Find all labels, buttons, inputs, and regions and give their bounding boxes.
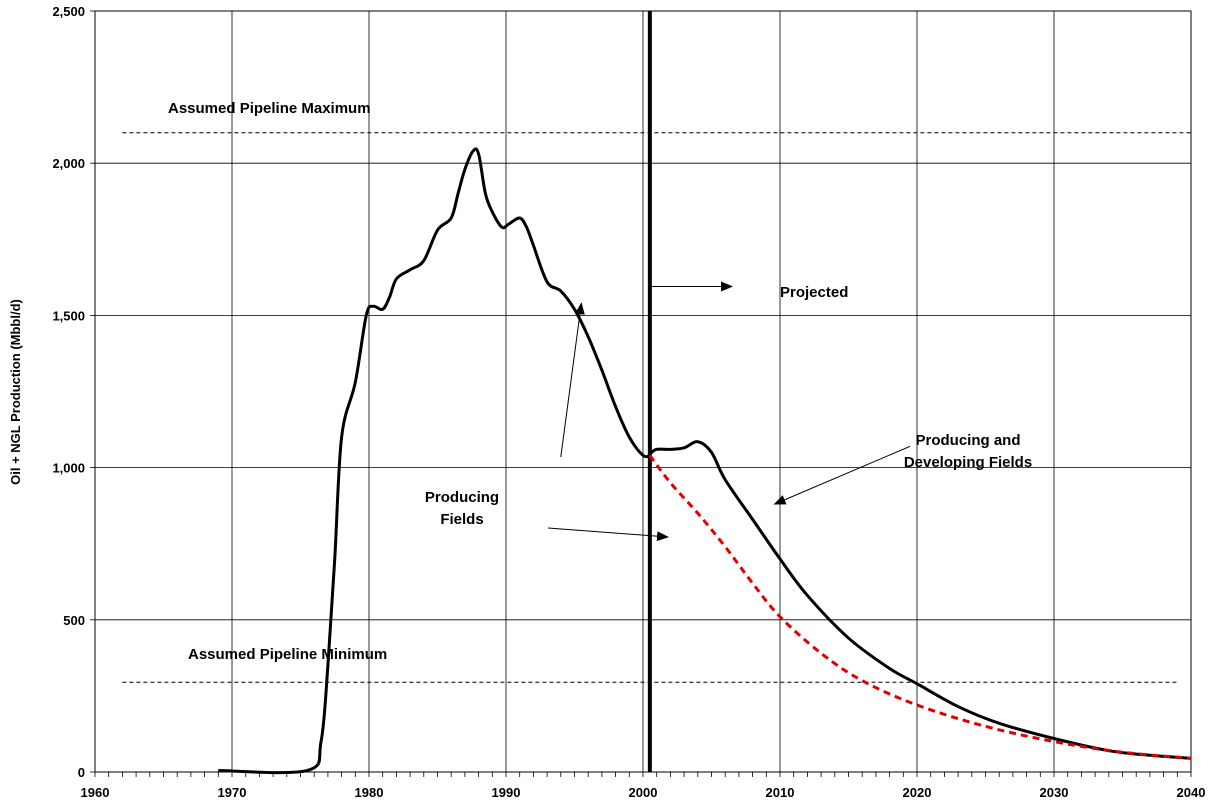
annotation-line: Developing Fields [904,454,1032,471]
x-tick-label: 2010 [766,785,795,800]
annotation-line: Producing and [916,432,1021,449]
arrow-producing-developing-fields [773,445,911,505]
annotation-arrows [547,281,911,542]
x-tick-label: 1960 [81,785,110,800]
y-axis-tick-labels: 0 500 1,000 1,500 2,000 2,500 [52,4,95,780]
arrow-producing-fields-lower [547,527,669,542]
x-tick-label: 2000 [629,785,658,800]
x-tick-label: 1980 [355,785,384,800]
grid [94,10,1192,773]
y-tick-label: 2,000 [52,156,85,171]
arrow-producing-fields-upper [560,302,585,458]
y-tick-label: 1,000 [52,461,85,476]
y-tick-label: 2,500 [52,4,85,19]
reference-lines [122,11,1191,772]
y-tick-label: 500 [63,613,85,628]
x-tick-label: 2020 [903,785,932,800]
annotation-line: Fields [440,511,483,528]
y-axis-title: Oil + NGL Production (Mbbl/d) [8,299,23,485]
series-line-2 [648,454,1192,760]
series-line-0 [218,147,651,775]
ref-label-pipeline-minimum: Assumed Pipeline Minimum [188,646,387,663]
y-tick-label: 0 [78,765,85,780]
x-axis-ticks: 1960 1970 1980 1990 2000 2010 2020 2030 2040 [81,772,1206,800]
x-tick-label: 1990 [492,785,521,800]
x-tick-label: 2030 [1040,785,1069,800]
annotation-projected: Projected [780,284,848,301]
annotation-producing-fields: Producing Fields [425,489,499,528]
x-tick-label: 2040 [1177,785,1206,800]
ref-label-pipeline-maximum: Assumed Pipeline Maximum [168,100,371,117]
y-tick-label: 1,500 [52,308,85,323]
x-tick-label: 1970 [218,785,247,800]
annotation-line: Producing [425,489,499,506]
annotation-producing-developing-fields: Producing and Developing Fields [904,432,1032,471]
series-group [218,147,1192,775]
series-line-1 [648,440,1192,760]
